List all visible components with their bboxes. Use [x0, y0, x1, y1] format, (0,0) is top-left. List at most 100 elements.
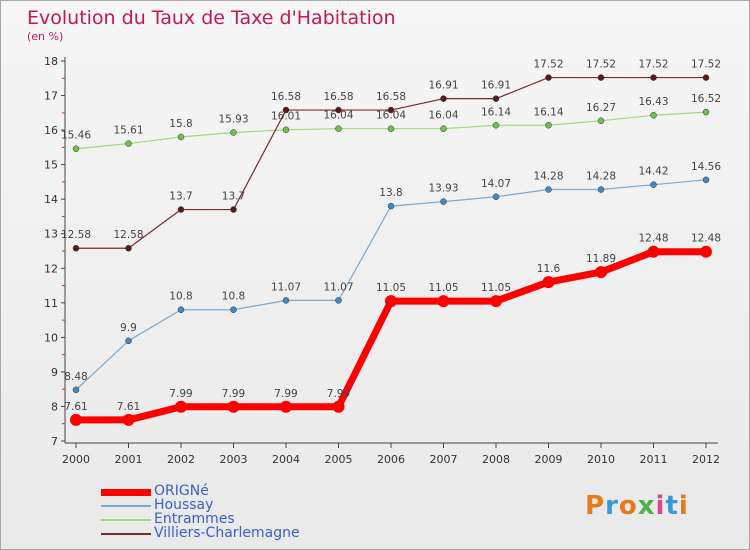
data-label: 7.99 — [222, 388, 245, 400]
x-tick-label: 2008 — [482, 453, 510, 466]
data-point — [230, 129, 237, 136]
logo-letter: o — [618, 491, 638, 521]
data-label: 13.8 — [379, 187, 402, 199]
data-point — [597, 186, 605, 193]
data-label: 11.05 — [481, 282, 511, 294]
x-tick-label: 2000 — [62, 453, 90, 466]
legend-item: Houssay — [101, 497, 401, 513]
x-tick-label: 2010 — [587, 453, 615, 466]
data-label: 16.14 — [481, 106, 511, 118]
data-point — [282, 297, 290, 304]
data-label: 10.8 — [222, 291, 245, 303]
data-point — [175, 400, 187, 413]
data-point — [125, 140, 132, 147]
data-label: 16.14 — [533, 106, 563, 118]
y-tick-label: 12 — [44, 262, 58, 275]
data-point — [702, 74, 710, 81]
data-label: 15.46 — [61, 130, 91, 142]
legend-swatch — [101, 505, 151, 507]
data-label: 17.52 — [586, 59, 616, 71]
data-label: 16.58 — [271, 91, 301, 103]
data-point — [335, 106, 342, 114]
chart-subtitle: (en %) — [27, 30, 64, 43]
data-label: 17.52 — [691, 59, 721, 71]
logo-letter: t — [665, 491, 679, 521]
data-label: 16.58 — [323, 91, 353, 103]
data-label: 14.28 — [533, 171, 563, 183]
data-point — [440, 198, 447, 205]
data-point — [70, 413, 82, 426]
data-label: 11.05 — [376, 282, 406, 294]
logo-letter: r — [605, 491, 619, 521]
data-point — [595, 266, 607, 279]
legend-label: Villiers-Charlemagne — [154, 525, 300, 541]
data-point — [335, 297, 342, 304]
x-tick-label: 2001 — [115, 453, 143, 466]
logo-letter: i — [655, 491, 666, 521]
data-point — [282, 126, 290, 133]
data-point — [72, 145, 80, 152]
y-tick-label: 9 — [51, 366, 58, 379]
data-label: 9.9 — [120, 322, 137, 334]
chart-title: Evolution du Taux de Taxe d'Habitation — [27, 7, 396, 29]
data-label: 11.6 — [537, 263, 561, 275]
data-label: 13.7 — [222, 191, 245, 203]
legend-label: Entrammes — [154, 511, 235, 527]
data-point — [702, 108, 710, 116]
data-label: 8.48 — [64, 371, 87, 383]
logo-letter: i — [678, 491, 689, 521]
data-point — [387, 106, 395, 114]
data-point — [545, 74, 552, 81]
data-point — [387, 202, 395, 210]
data-label: 7.99 — [274, 388, 297, 400]
data-label: 14.07 — [481, 178, 511, 190]
x-tick-label: 2009 — [535, 453, 563, 466]
data-label: 7.61 — [117, 401, 140, 413]
data-label: 7.61 — [64, 401, 87, 413]
data-point — [177, 206, 185, 213]
y-tick-label: 18 — [44, 55, 58, 68]
legend-item: ORIGNé — [101, 483, 401, 499]
data-point — [230, 306, 237, 313]
data-point — [230, 206, 237, 213]
data-point — [335, 125, 342, 132]
data-point — [490, 295, 502, 308]
data-point — [650, 181, 657, 188]
data-label: 16.04 — [376, 110, 406, 122]
y-tick-label: 16 — [44, 124, 58, 137]
x-tick-label: 2011 — [640, 453, 668, 466]
data-label: 16.04 — [323, 110, 353, 122]
data-label: 15.8 — [169, 118, 192, 130]
data-label: 11.07 — [271, 281, 301, 293]
x-tick-label: 2003 — [220, 453, 248, 466]
data-point — [492, 193, 500, 201]
data-label: 12.48 — [691, 233, 721, 245]
y-tick-label: 13 — [44, 228, 58, 241]
data-label: 11.05 — [428, 282, 458, 294]
data-point — [542, 276, 555, 289]
data-label: 14.42 — [638, 166, 668, 178]
data-point — [650, 111, 657, 119]
x-tick-label: 2005 — [325, 453, 353, 466]
x-tick-label: 2007 — [430, 453, 458, 466]
data-label: 11.89 — [586, 253, 616, 265]
data-label: 16.43 — [638, 96, 668, 108]
data-point — [280, 400, 292, 413]
legend-item: Entrammes — [101, 511, 401, 527]
data-label: 7.99 — [169, 388, 192, 400]
data-point — [387, 125, 395, 132]
data-label: 15.61 — [113, 125, 143, 137]
proxiti-logo: Proxiti — [585, 491, 689, 521]
data-label: 13.7 — [169, 191, 192, 203]
data-label: 12.58 — [113, 229, 143, 241]
data-point — [125, 244, 132, 252]
data-label: 16.58 — [376, 91, 406, 103]
data-point — [492, 122, 500, 129]
y-tick-label: 10 — [44, 331, 58, 344]
data-point — [492, 95, 500, 102]
x-tick-label: 2002 — [167, 453, 195, 466]
data-label: 17.52 — [533, 59, 563, 71]
data-label: 17.52 — [638, 59, 668, 71]
legend-label: Houssay — [154, 497, 214, 513]
